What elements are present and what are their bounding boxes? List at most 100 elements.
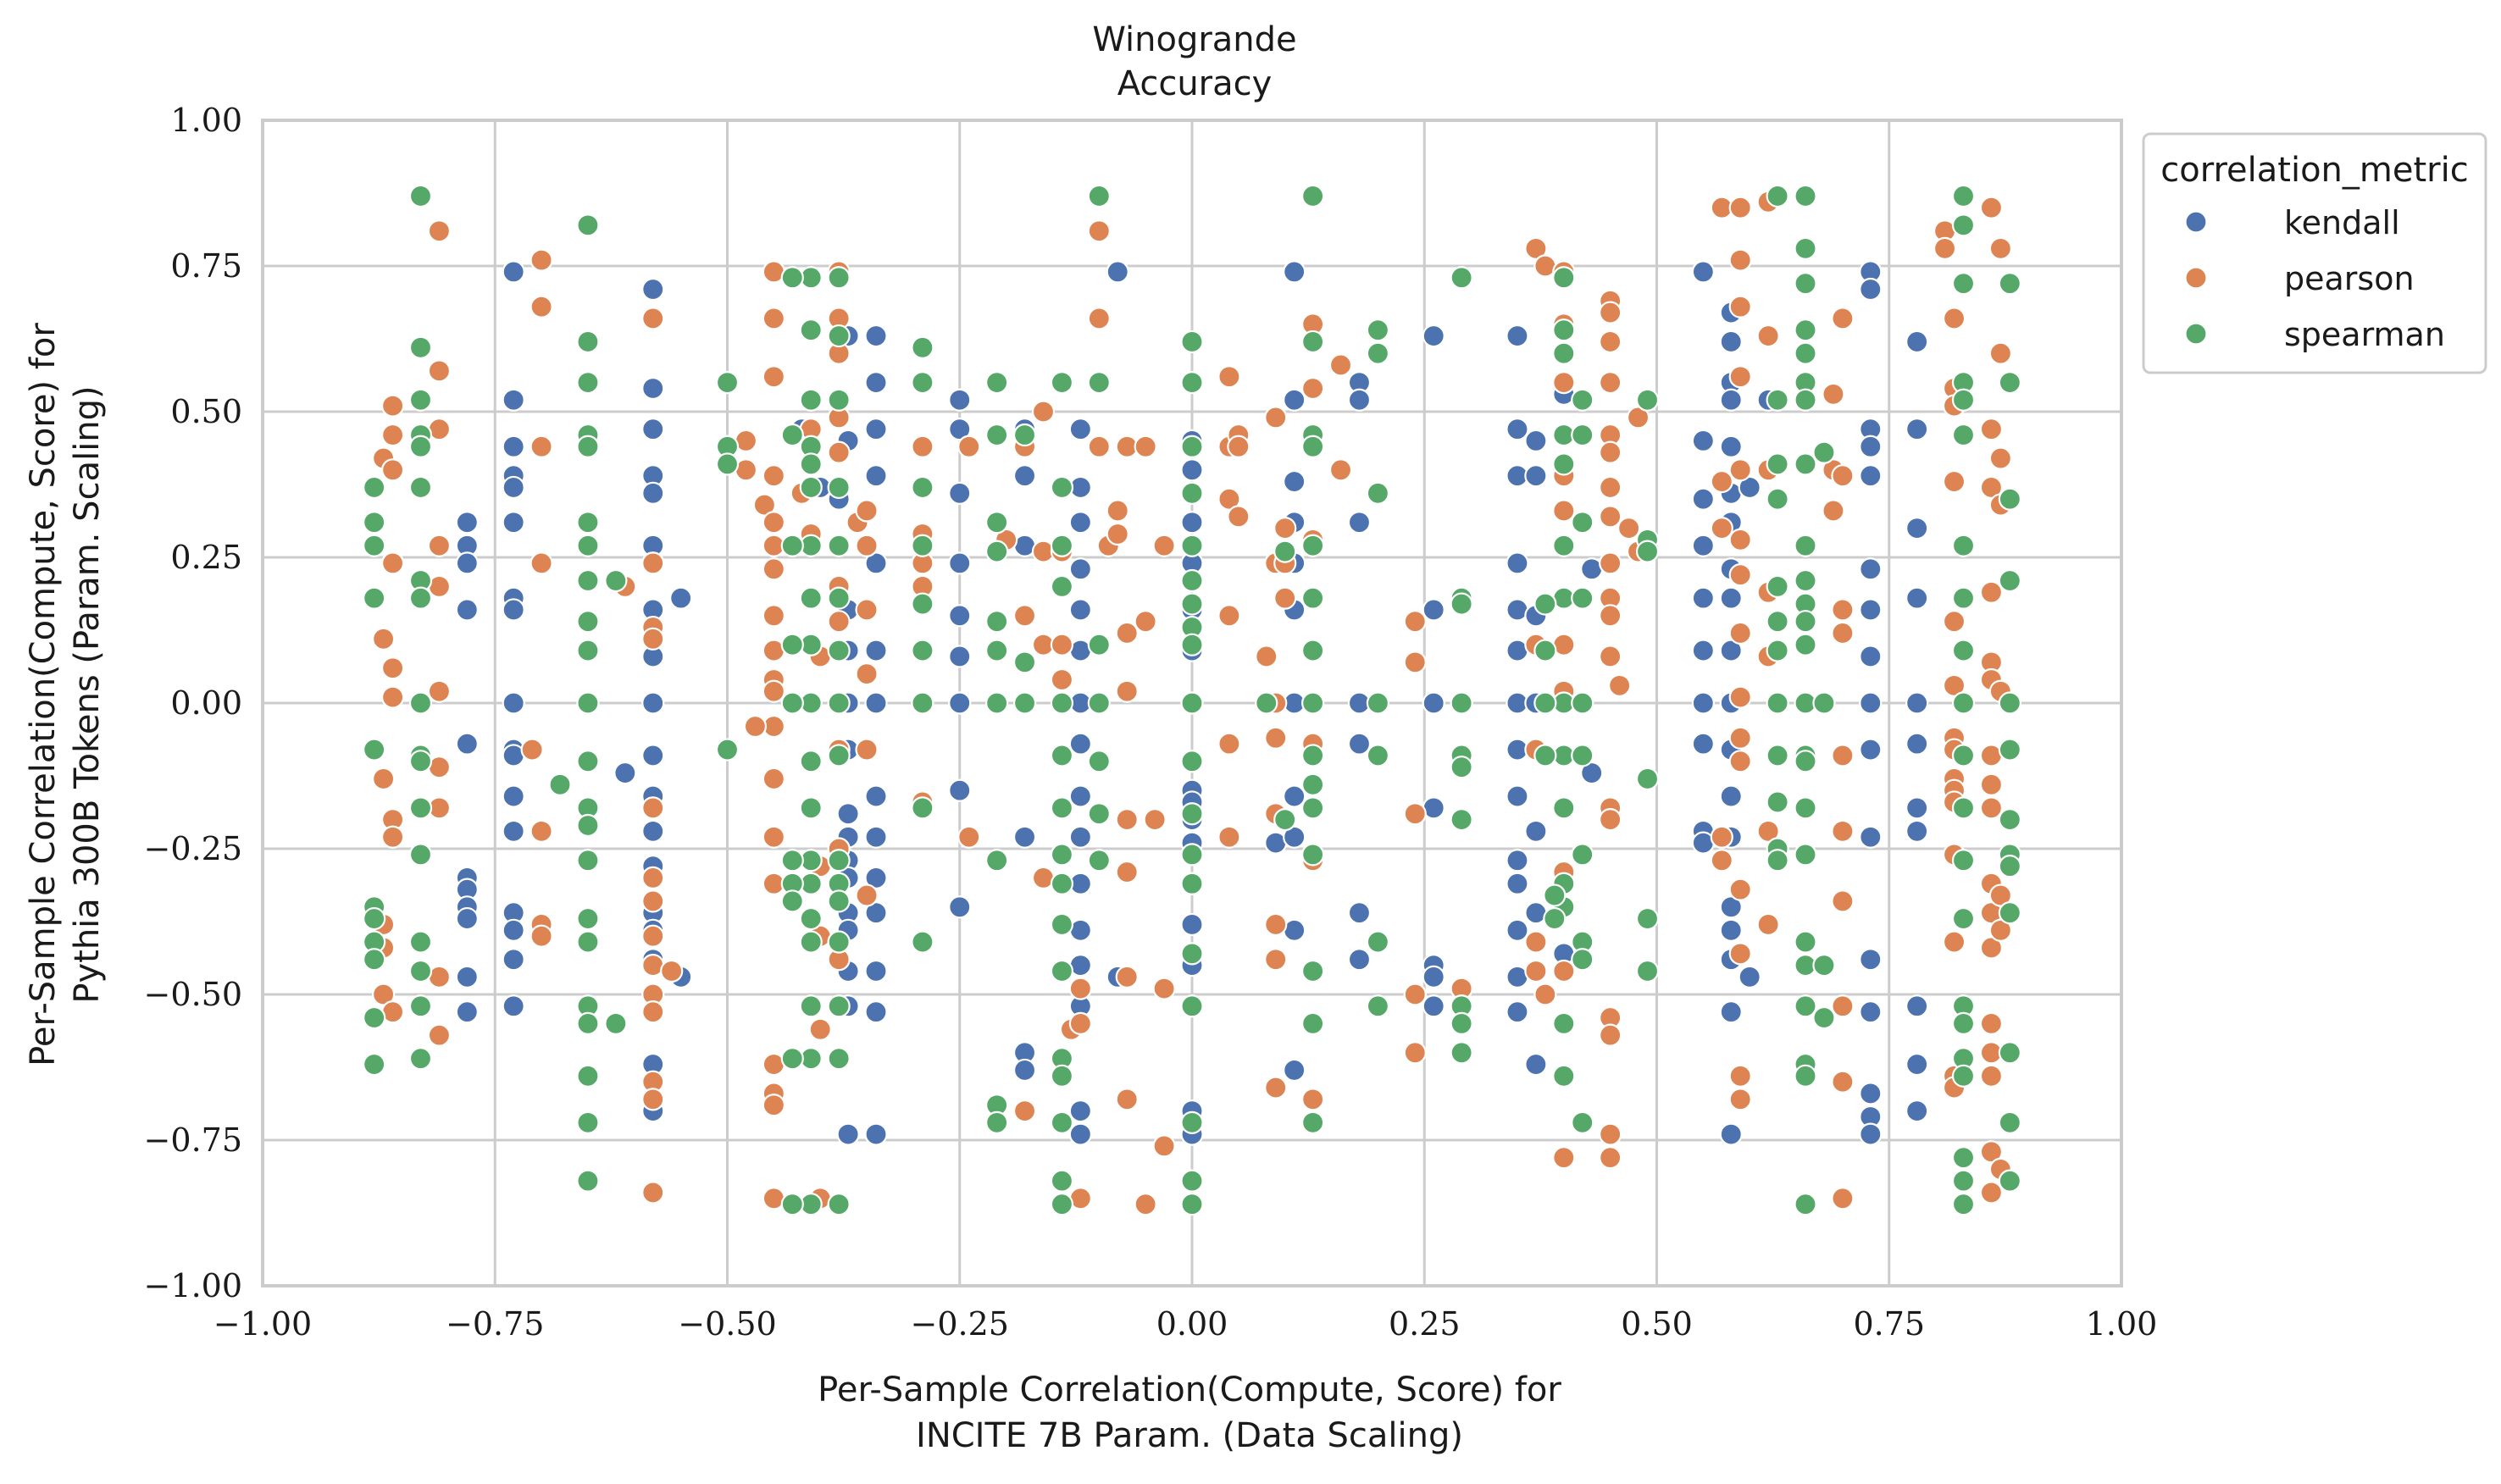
spearman-point — [1635, 767, 1660, 791]
pearson-point — [762, 679, 785, 703]
spearman-point — [1766, 744, 1789, 767]
spearman-point — [1998, 487, 2021, 511]
spearman-point — [576, 1169, 600, 1193]
pearson-point — [1328, 458, 1353, 482]
pearson-point — [380, 825, 405, 849]
spearman-point — [1180, 435, 1204, 458]
pearson-point — [372, 983, 396, 1006]
spearman-point — [408, 691, 433, 715]
spearman-point — [985, 540, 1009, 563]
spearman-point — [1794, 318, 1817, 342]
spearman-point — [1766, 452, 1789, 476]
spearman-point — [1951, 423, 1976, 447]
pearson-point — [752, 493, 776, 517]
pearson-point — [855, 738, 879, 761]
pearson-point — [1599, 807, 1622, 832]
kendall-point — [1859, 598, 1883, 622]
plot-frame — [261, 119, 2123, 1287]
spearman-point — [1571, 691, 1594, 715]
kendall-point — [502, 819, 525, 843]
spearman-point — [780, 691, 804, 715]
pearson-point — [1728, 528, 1752, 551]
pearson-point — [1599, 301, 1622, 324]
spearman-point — [604, 1011, 628, 1036]
kendall-point — [948, 604, 972, 628]
kendall-point — [1012, 464, 1037, 488]
kendall-point — [864, 691, 888, 715]
kendall-point — [502, 691, 525, 715]
legend-box — [2142, 132, 2487, 374]
kendall-point — [948, 481, 972, 505]
kendall-point — [1506, 418, 1529, 441]
kendall-point — [502, 511, 525, 534]
spearman-point — [363, 738, 386, 761]
spearman-point — [1794, 843, 1817, 867]
kendall-point — [864, 464, 888, 488]
legend-items: kendall pearson spearman — [2184, 204, 2445, 353]
spearman-point — [1012, 651, 1037, 674]
pearson-point — [1831, 1070, 1855, 1094]
pearson-point — [427, 219, 452, 243]
spearman-point — [827, 266, 851, 290]
kendall-point — [1283, 388, 1306, 412]
spearman-point — [1552, 1011, 1576, 1036]
pearson-point — [1988, 883, 2012, 907]
pearson-point — [1106, 499, 1129, 523]
kendall-point — [1422, 324, 1445, 348]
spearman-point — [1794, 930, 1817, 954]
kendall-point — [1180, 912, 1204, 937]
kendall-point — [1347, 948, 1372, 972]
pearson-point — [1012, 604, 1037, 628]
pearson-point — [1087, 435, 1111, 458]
spearman-point — [1812, 440, 1836, 464]
kendall-point — [1905, 819, 1929, 843]
spearman-point — [1951, 639, 1976, 662]
pearson-point — [1273, 516, 1297, 540]
spearman-point — [780, 1047, 804, 1071]
kendall-point — [1422, 965, 1445, 988]
pearson-point — [1831, 744, 1855, 767]
spearman-point — [1087, 633, 1111, 656]
spearman-point — [1766, 184, 1789, 208]
spearman-point — [1301, 586, 1325, 610]
pearson-point — [530, 819, 553, 843]
kendall-point — [1691, 639, 1715, 662]
y-axis-label-line-1: Per-Sample Correlation(Compute, Score) f… — [24, 323, 63, 1066]
kendall-point — [1506, 784, 1529, 808]
pearson-point — [380, 685, 405, 709]
spearman-point — [1794, 610, 1817, 634]
pearson-point — [1728, 685, 1752, 709]
spearman-point — [1050, 1110, 1074, 1134]
spearman-point — [1301, 639, 1325, 662]
spearman-point — [1180, 843, 1204, 867]
spearman-point — [799, 750, 823, 773]
kendall-point — [864, 959, 888, 983]
spearman-point — [780, 266, 804, 290]
pearson-point — [641, 889, 665, 913]
kendall-point — [1283, 784, 1306, 808]
pearson-point — [1115, 1088, 1139, 1111]
pearson-point — [380, 551, 405, 575]
spearman-point — [408, 750, 433, 773]
spearman-point — [1794, 184, 1817, 208]
spearman-point — [1998, 738, 2021, 761]
pearson-point — [808, 1017, 832, 1041]
kendall-point — [836, 802, 860, 826]
spearman-point — [1635, 906, 1660, 931]
spearman-point — [799, 586, 823, 610]
spearman-point — [1180, 534, 1204, 557]
legend-marker-spearman — [2184, 322, 2208, 346]
pearson-point — [641, 924, 665, 948]
pearson-point — [762, 767, 785, 791]
y-axis-label-line-2: Pythia 300B Tokens (Param. Scaling) — [68, 385, 107, 1003]
spearman-point — [1951, 744, 1976, 767]
spearman-point — [1812, 953, 1836, 977]
pearson-point — [1942, 469, 1966, 494]
pearson-point — [1599, 505, 1622, 529]
kendall-point — [864, 1000, 888, 1024]
pearson-point — [1533, 983, 1557, 1006]
spearman-point — [1794, 750, 1817, 773]
pearson-point — [1710, 469, 1733, 494]
pearson-point — [1599, 440, 1622, 464]
